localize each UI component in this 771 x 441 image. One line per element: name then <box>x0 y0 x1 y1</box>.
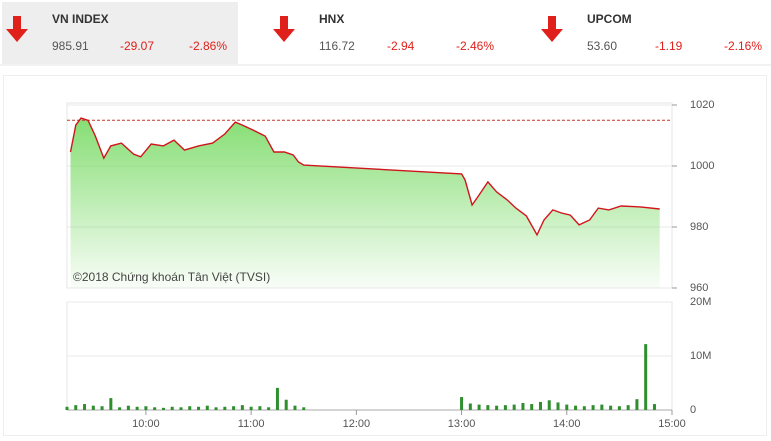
volume-bar <box>223 406 227 410</box>
price-line <box>69 117 660 237</box>
volume-bar <box>170 406 174 410</box>
volume-bar <box>153 407 157 410</box>
active-tab[interactable] <box>2 2 238 64</box>
volume-bar <box>91 405 95 410</box>
index-percent: -2.46% <box>456 39 494 53</box>
copyright: ©2018 Chứng khoán Tân Việt (TVSI) <box>73 270 270 284</box>
volume-bar <box>609 405 613 410</box>
down-arrow <box>541 16 563 42</box>
index-value: 53.60 <box>587 39 617 53</box>
y-tick-label: 0 <box>690 404 696 416</box>
index-value: 985.91 <box>52 39 89 53</box>
volume-bar <box>135 406 139 410</box>
volume-bar <box>214 407 218 410</box>
volume-bar <box>460 397 464 410</box>
area-fill <box>70 118 660 288</box>
down-arrow <box>273 16 295 42</box>
volume-bar <box>109 398 113 410</box>
index-name: UPCOM <box>587 12 632 26</box>
index-change: -29.07 <box>120 39 154 53</box>
volume-bar <box>574 405 578 410</box>
volume-bar <box>495 405 499 410</box>
x-tick-label: 12:00 <box>343 418 371 430</box>
volume-bar <box>617 406 621 410</box>
x-tick-label: 11:00 <box>238 418 265 430</box>
down-arrow <box>6 16 28 42</box>
volume-bar <box>503 405 507 410</box>
volume-bar <box>161 407 165 410</box>
y-tick-label: 20M <box>690 296 711 308</box>
volume-bar <box>65 406 69 410</box>
index-change: -2.94 <box>387 39 415 53</box>
volume-bar <box>100 406 104 410</box>
y-tick-label: 960 <box>690 282 708 294</box>
volume-bar <box>600 404 604 410</box>
volume-bar <box>144 406 148 410</box>
volume-bar <box>188 406 192 410</box>
volume-bar <box>267 407 271 410</box>
volume-bar <box>258 406 262 410</box>
volume-bar <box>232 406 236 410</box>
volume-bar <box>582 406 586 410</box>
volume-bar <box>240 405 244 410</box>
volume-bar <box>538 401 542 410</box>
chart-panel <box>3 75 767 436</box>
index-name: VN INDEX <box>52 12 109 26</box>
index-value: 116.72 <box>319 39 355 53</box>
index-percent: -2.16% <box>724 39 762 53</box>
index-percent: -2.86% <box>189 39 227 53</box>
volume-bar <box>652 404 656 410</box>
volume-bar <box>477 404 481 410</box>
y-tick-label: 1000 <box>690 160 714 172</box>
volume-bar <box>205 405 209 410</box>
volume-bar <box>284 399 288 410</box>
volume-bar <box>126 405 130 410</box>
volume-bar <box>547 400 551 410</box>
x-tick-label: 14:00 <box>553 418 581 430</box>
volume-bar <box>179 407 183 410</box>
x-tick-label: 13:00 <box>448 418 476 430</box>
volume-bar <box>293 405 297 410</box>
x-tick-label: 15:00 <box>658 418 686 430</box>
volume-bar <box>83 404 87 410</box>
volume-bar <box>556 402 560 410</box>
volume-bar <box>74 405 78 410</box>
volume-bar <box>197 406 201 410</box>
volume-bar <box>275 387 279 410</box>
volume-bar <box>118 407 122 410</box>
volume-bar <box>565 404 569 410</box>
volume-bar <box>486 405 490 410</box>
volume-bar <box>530 404 534 410</box>
volume-bar <box>249 406 253 410</box>
volume-bar <box>521 402 525 410</box>
volume-bar <box>468 403 472 410</box>
volume-bar <box>626 405 630 410</box>
volume-bar <box>644 344 648 410</box>
volume-bar <box>512 404 516 410</box>
y-tick-label: 10M <box>690 350 711 362</box>
y-tick-label: 1020 <box>690 99 714 111</box>
x-tick-label: 10:00 <box>132 418 160 430</box>
y-tick-label: 980 <box>690 221 708 233</box>
index-change: -1.19 <box>655 39 683 53</box>
volume-bar <box>635 399 639 410</box>
volume-bar <box>302 407 306 410</box>
index-name: HNX <box>319 12 344 26</box>
volume-bar <box>591 405 595 410</box>
